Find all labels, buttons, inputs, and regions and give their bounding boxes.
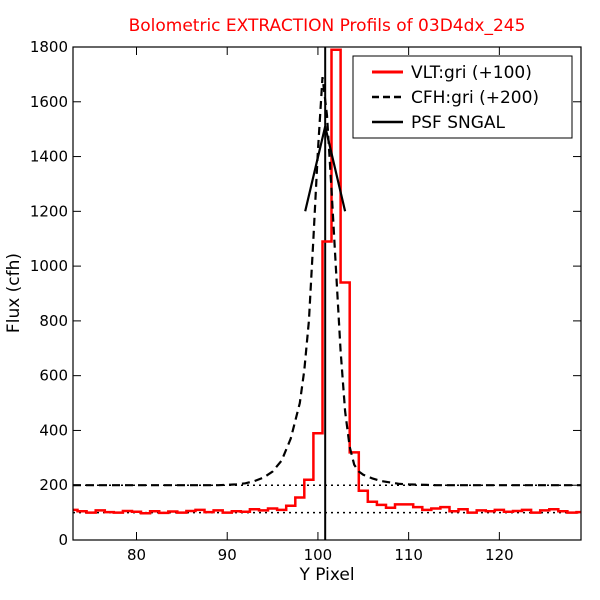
series-line-0 [73,48,581,515]
y-tick-label-3: 600 [39,367,68,385]
y-tick-label-0: 0 [58,531,68,549]
x-tick-label-3: 110 [394,546,423,564]
y-tick-label-6: 1200 [30,202,68,220]
y-axis-label: Flux (cfh) [4,253,24,333]
y-tick-label-2: 400 [39,421,68,439]
x-tick-label-2: 100 [304,546,333,564]
legend: VLT:gri (+100) CFH:gri (+200) PSF SNGAL [352,55,573,139]
x-tick-label-4: 120 [485,546,514,564]
legend-label-0: VLT:gri (+100) [411,63,532,83]
y-tick-label-4: 800 [39,312,68,330]
series-line-1 [73,76,581,487]
y-tick-label-7: 1400 [30,148,68,166]
plot-frame [72,46,582,541]
x-axis-label: Y Pixel [298,565,354,585]
x-tick-label-1: 90 [218,546,237,564]
y-tick-label-8: 1600 [30,93,68,111]
plot-area: 80 90 100 110 120020040060080010001200140016… [30,38,582,564]
y-tick-label-9: 1800 [30,38,68,56]
x-tick-label-0: 80 [127,546,146,564]
legend-label-1: CFH:gri (+200) [411,88,539,108]
y-tick-label-1: 200 [39,476,68,494]
chart-title: Bolometric EXTRACTION Profils of 03D4dx_… [129,16,526,36]
legend-label-2: PSF SNGAL [411,113,506,133]
series-line-2 [304,126,347,212]
y-tick-label-5: 1000 [30,257,68,275]
